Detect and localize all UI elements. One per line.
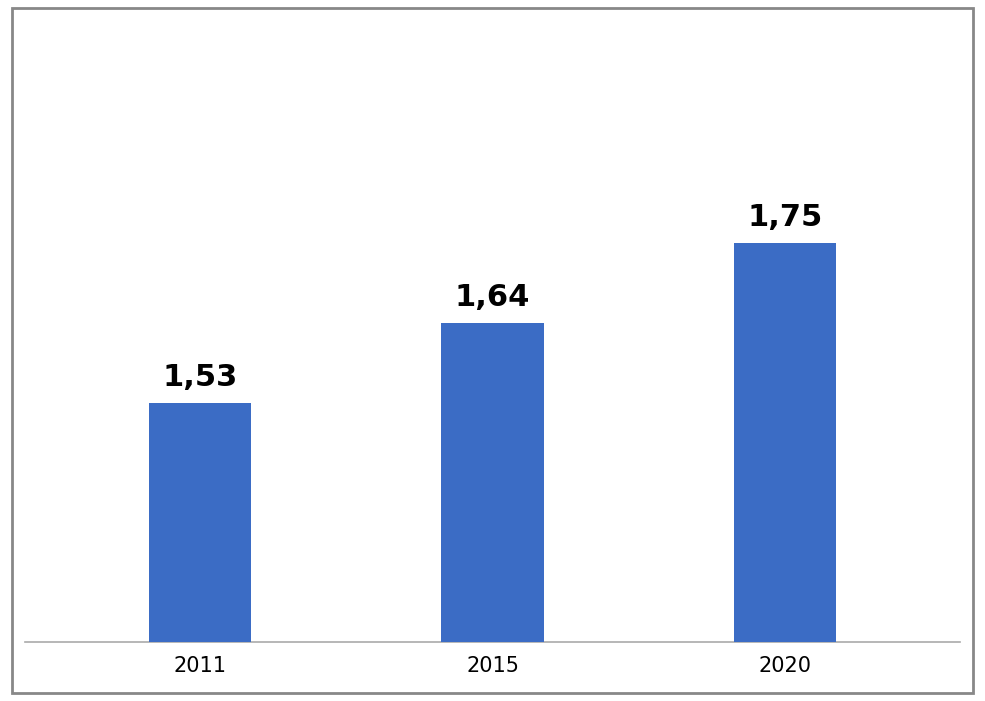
Text: 1,53: 1,53 (163, 362, 238, 392)
Text: 1,64: 1,64 (455, 283, 530, 312)
Bar (149, 402, 251, 701)
Text: 1,75: 1,75 (747, 203, 822, 232)
Bar (441, 322, 544, 701)
Bar (734, 243, 836, 701)
